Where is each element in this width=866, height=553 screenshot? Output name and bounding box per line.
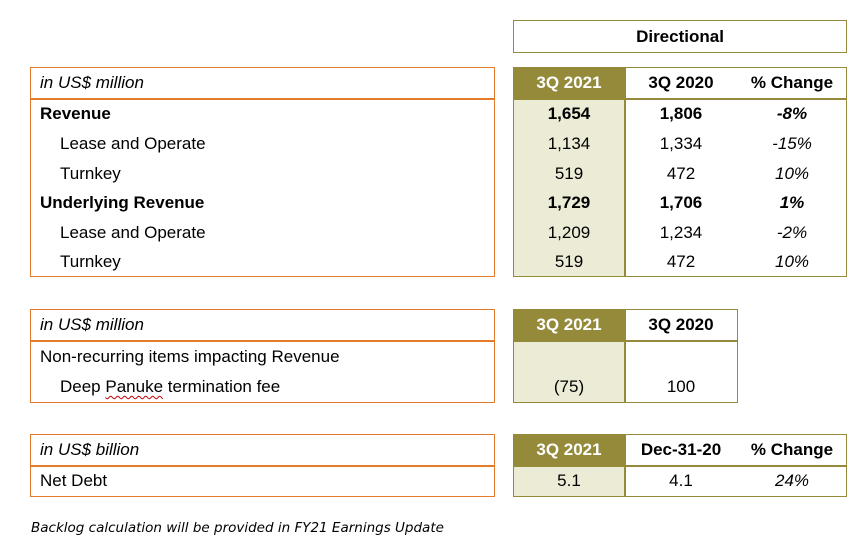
table3-header-highlight [513, 434, 625, 465]
table1-label-panel [30, 67, 495, 277]
table1-row-label: Turnkey [60, 252, 121, 271]
table3-unit-label: in US$ billion [40, 439, 140, 459]
table1-cell-current: 1,654 [547, 104, 591, 123]
table2-label-panel [30, 309, 495, 403]
spellcheck-word: Panuke [105, 377, 164, 396]
table2-row-label: Non-recurring items impacting Revenue [40, 346, 340, 366]
table1-row-label: Turnkey [60, 164, 121, 183]
footnote: Backlog calculation will be provided in … [31, 520, 444, 536]
directional-header [513, 20, 847, 53]
table1-cell-prior: 1,234 [659, 223, 703, 242]
table2-header-current: 3Q 2021 [536, 314, 602, 334]
table1-row-label: Lease and Operate [60, 223, 206, 242]
label-suffix: termination fee [163, 377, 281, 396]
table1-header-highlight [513, 67, 625, 98]
table2-cell-current: (75) [553, 377, 585, 396]
table1-cell-current: 519 [554, 164, 584, 183]
table3-header-prior: Dec-31-20 [640, 439, 722, 459]
table1-cell-change: -8% [776, 104, 808, 123]
table1-header-divider [30, 98, 495, 100]
table1-cell-change: 10% [774, 164, 810, 183]
table2-header-highlight [513, 309, 625, 340]
table1-header-current: 3Q 2021 [536, 72, 602, 92]
table3-cell-prior: 4.1 [669, 471, 693, 490]
table2-data-header-divider [513, 340, 738, 342]
table2-header-divider [30, 340, 495, 342]
table1-row-label: Underlying Revenue [40, 193, 205, 212]
table1-cell-prior: 1,706 [659, 193, 703, 212]
table1-cell-prior: 1,806 [659, 104, 703, 123]
table3-cell-change: 24% [774, 471, 810, 490]
table1-highlight-column [513, 98, 625, 277]
table1-cell-current: 1,209 [547, 223, 591, 242]
table1-cell-change: -15% [772, 134, 812, 153]
table1-unit-label: in US$ million [40, 72, 144, 92]
table1-cell-prior: 472 [666, 252, 696, 271]
table3-highlight-column [513, 465, 625, 497]
table1-column-divider [624, 67, 626, 277]
table2-header-prior: 3Q 2020 [648, 314, 714, 334]
table3-header-divider [30, 465, 495, 467]
table2-cell-prior: 100 [666, 377, 696, 396]
table1-data-header-divider [513, 98, 847, 100]
table1-cell-current: 519 [554, 252, 584, 271]
table2-row-label: Deep Panuke termination fee [30, 372, 495, 402]
table1-row-label: Revenue [40, 104, 111, 123]
table1-cell-prior: 472 [666, 164, 696, 183]
table1-header-change: % Change [750, 72, 834, 92]
table3-data-header-divider [513, 465, 847, 467]
table2-column-divider [624, 309, 626, 403]
table3-column-divider [624, 434, 626, 497]
table3-header-current: 3Q 2021 [536, 439, 602, 459]
table1-header-prior: 3Q 2020 [648, 72, 714, 92]
table2-unit-label: in US$ million [40, 314, 144, 334]
table2-data-panel [513, 309, 738, 403]
table1-cell-change: -2% [776, 223, 808, 242]
table1-cell-change: 10% [774, 252, 810, 271]
table1-cell-change: 1% [779, 193, 805, 212]
table1-data-panel [513, 67, 847, 277]
table1-cell-current: 1,729 [547, 193, 591, 212]
table1-cell-prior: 1,334 [659, 134, 703, 153]
table3-header-change: % Change [750, 439, 834, 459]
table3-cell-current: 5.1 [557, 471, 581, 490]
table1-cell-current: 1,134 [547, 134, 591, 153]
directional-label: Directional [636, 26, 724, 46]
table3-row-label: Net Debt [40, 471, 108, 490]
table2-highlight-column [513, 340, 625, 403]
label-prefix: Deep [60, 377, 106, 396]
table1-row-label: Lease and Operate [60, 134, 206, 153]
